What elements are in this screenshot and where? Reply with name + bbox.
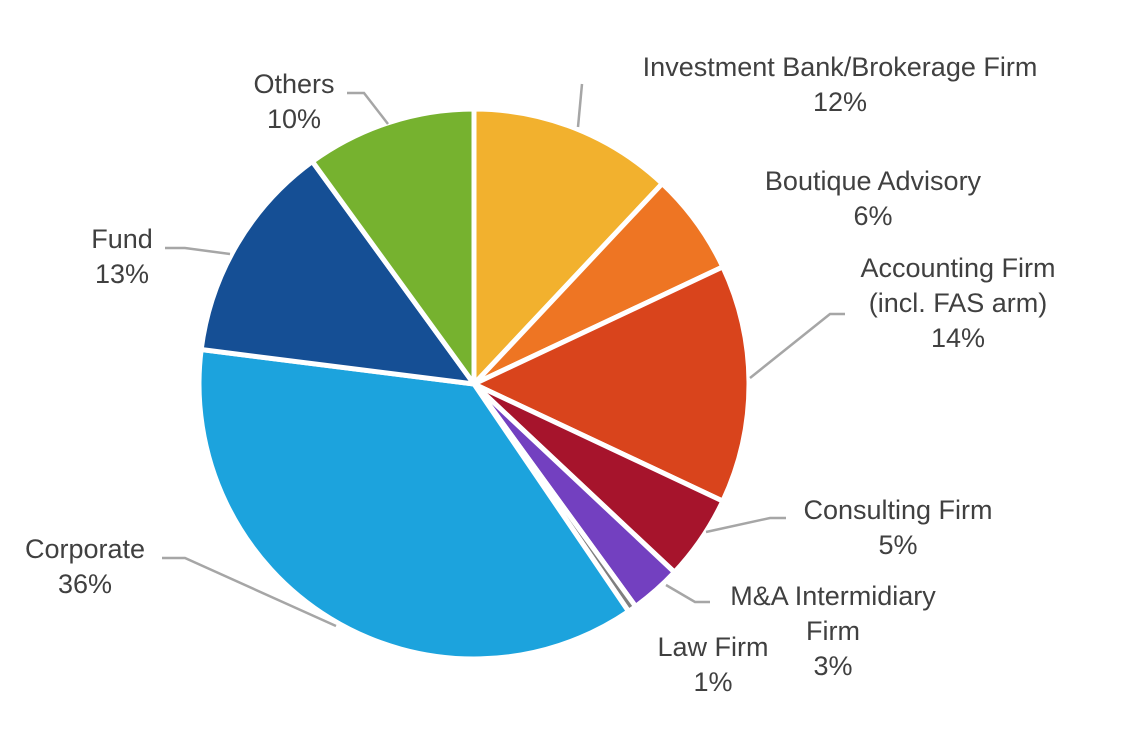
slice-label-law-firm: Law Firm 1% [657,632,768,697]
leader-lines [162,83,845,628]
slice-label-fund: Fund 13% [91,224,153,289]
pie-slice-accounting-firm-incl-fas-arm [471,264,752,504]
pie-slice-investment-bank-brokerage-firm [471,106,665,387]
slice-labels: Investment Bank/Brokerage Firm 12% Boutiqu… [25,52,1056,697]
slice-name-label: Boutique Advisory [765,166,982,196]
slice-percent-label: 5% [878,530,917,560]
slice-label-others: Others 10% [253,69,334,134]
leader-line-investment-bank-brokerage-firm [576,83,584,128]
slice-name-label: M&A Intermidiary [730,581,936,611]
slice-percent-label: 12% [813,87,867,117]
slice-name-label: Others [253,69,334,99]
leader-line-others [347,91,389,125]
slice-label-boutique-advisory: Boutique Advisory 6% [765,166,982,231]
slice-percent-label: 36% [58,569,112,599]
slice-percent-label: 3% [813,651,852,681]
slice-label-investment-bank-brokerage-firm: Investment Bank/Brokerage Firm 12% [643,52,1038,117]
slice-name-label: Investment Bank/Brokerage Firm [643,52,1038,82]
slice-label-corporate: Corporate 36% [25,534,145,599]
slice-percent-label: 1% [693,667,732,697]
slice-percent-label: 10% [267,104,321,134]
slice-percent-label: 6% [853,201,892,231]
slice-name-label: Accounting Firm [860,253,1055,283]
slice-name-label: (incl. FAS arm) [869,288,1048,318]
slice-name-label: Law Firm [657,632,768,662]
slice-name-label: Consulting Firm [803,495,992,525]
leader-line-fund [165,246,231,256]
pie-slice-fund [198,159,477,387]
slice-percent-label: 14% [931,323,985,353]
pie-slice-others [309,106,477,387]
leader-line-m-a-intermidiary-firm [665,583,710,604]
pie-slices [196,106,752,662]
slice-percent-label: 13% [95,259,149,289]
slice-label-m-a-intermidiary-firm: M&A Intermidiary Firm 3% [730,581,936,681]
pie-slice-corporate [196,347,632,662]
slice-name-label: Firm [806,616,860,646]
leader-line-consulting-firm [705,516,786,534]
leader-line-accounting-firm-incl-fas-arm [749,312,845,379]
slice-name-label: Corporate [25,534,145,564]
slice-label-consulting-firm: Consulting Firm 5% [803,495,992,560]
slice-label-accounting-firm-incl-fas-arm: Accounting Firm (incl. FAS arm) 14% [860,253,1055,353]
slice-name-label: Fund [91,224,153,254]
leader-line-corporate [162,556,337,628]
